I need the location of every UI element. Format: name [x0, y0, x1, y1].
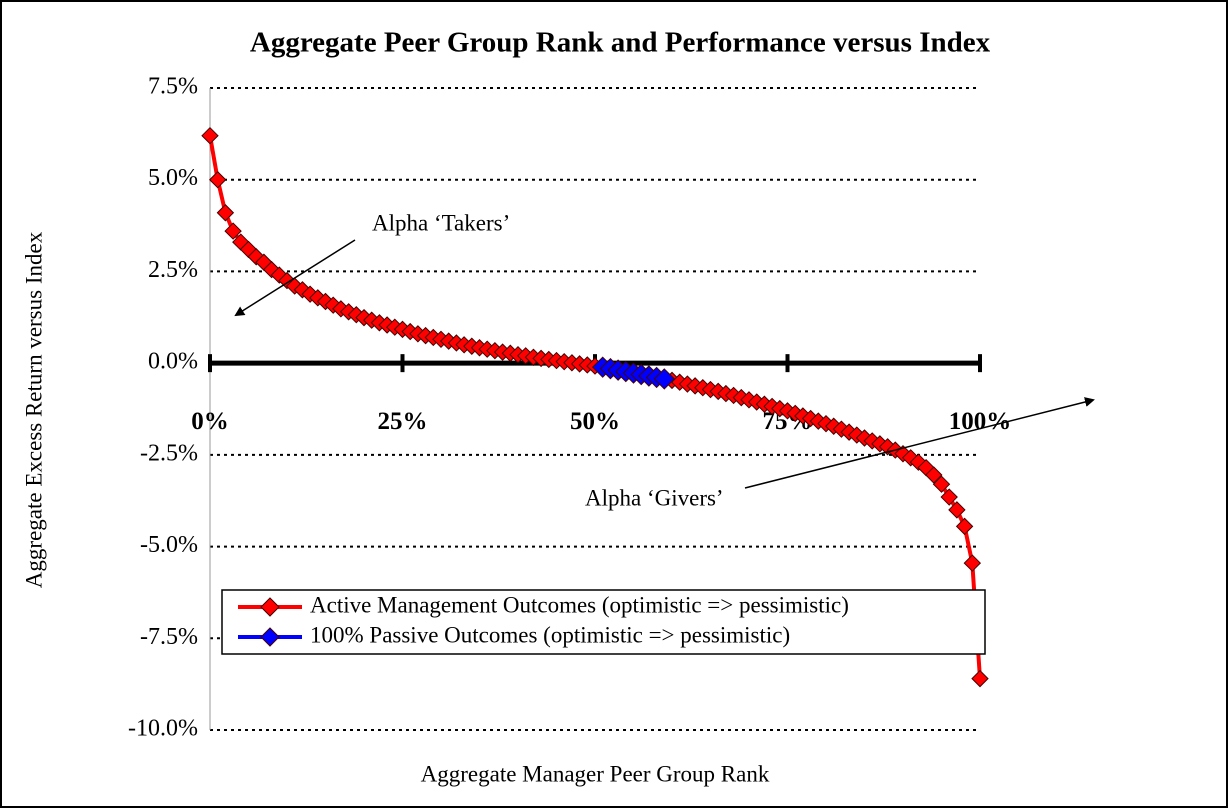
legend-label: 100% Passive Outcomes (optimistic => pes…	[310, 622, 790, 647]
x-tick-label: 25%	[378, 408, 428, 435]
x-tick-label: 100%	[949, 408, 1012, 435]
data-point	[948, 501, 966, 519]
y-tick-label: 2.5%	[148, 257, 198, 283]
data-point	[224, 222, 242, 240]
y-tick-label: 7.5%	[148, 74, 198, 100]
legend-box	[221, 589, 986, 655]
x-axis-label: Aggregate Manager Peer Group Rank	[421, 761, 770, 786]
data-point	[932, 475, 951, 493]
data-point	[925, 466, 943, 484]
data-point	[216, 204, 235, 222]
annotation-arrow	[234, 239, 356, 317]
annotation: Alpha ‘Takers’	[372, 210, 510, 235]
x-tick-label: 50%	[570, 408, 620, 435]
legend-marker	[260, 627, 280, 647]
annotation: Alpha ‘Givers’	[585, 485, 724, 510]
data-point	[940, 488, 958, 506]
x-tick-label: 0%	[191, 408, 229, 435]
annotation-arrow	[744, 397, 1095, 489]
data-point	[963, 554, 982, 572]
y-tick-label: 5.0%	[148, 165, 198, 191]
y-tick-label: -2.5%	[140, 440, 198, 466]
chart-title: Aggregate Peer Group Rank and Performanc…	[250, 27, 991, 59]
data-point	[955, 517, 974, 536]
y-tick-label: -5.0%	[140, 532, 198, 558]
data-point	[653, 368, 676, 390]
legend-marker	[260, 597, 280, 617]
y-axis-label: Aggregate Excess Return versus Index	[21, 231, 46, 588]
data-point	[201, 126, 219, 145]
y-tick-label: -10.0%	[128, 716, 198, 742]
legend: Active Management Outcomes (optimistic =…	[221, 589, 986, 655]
data-point	[208, 171, 227, 189]
y-tick-label: -7.5%	[140, 624, 198, 650]
y-tick-label: 0.0%	[148, 349, 198, 375]
legend-label: Active Management Outcomes (optimistic =…	[310, 592, 849, 617]
data-point	[971, 669, 989, 688]
